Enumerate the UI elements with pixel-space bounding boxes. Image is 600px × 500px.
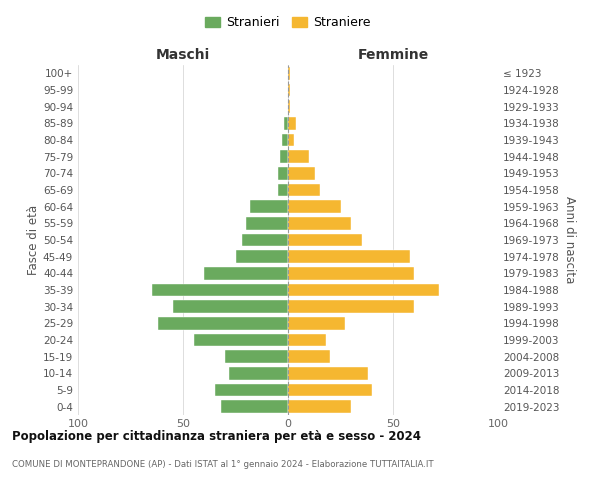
Bar xyxy=(288,117,296,130)
Y-axis label: Fasce di età: Fasce di età xyxy=(27,205,40,275)
Bar xyxy=(151,284,288,296)
Bar xyxy=(221,400,288,413)
Bar xyxy=(288,384,372,396)
Bar xyxy=(288,67,290,80)
Text: COMUNE DI MONTEPRANDONE (AP) - Dati ISTAT al 1° gennaio 2024 - Elaborazione TUTT: COMUNE DI MONTEPRANDONE (AP) - Dati ISTA… xyxy=(12,460,434,469)
Bar xyxy=(284,117,288,130)
Bar xyxy=(288,217,351,230)
Bar xyxy=(277,184,288,196)
Bar xyxy=(288,317,345,330)
Text: Femmine: Femmine xyxy=(358,48,428,62)
Bar xyxy=(288,267,414,280)
Bar xyxy=(235,250,288,263)
Bar xyxy=(215,384,288,396)
Bar xyxy=(280,150,288,163)
Bar xyxy=(204,267,288,280)
Bar xyxy=(288,84,290,96)
Bar xyxy=(288,300,414,313)
Y-axis label: Anni di nascita: Anni di nascita xyxy=(563,196,576,284)
Bar xyxy=(158,317,288,330)
Bar xyxy=(277,167,288,179)
Bar xyxy=(288,167,316,179)
Bar xyxy=(288,200,341,213)
Bar xyxy=(250,200,288,213)
Bar xyxy=(288,184,320,196)
Bar xyxy=(282,134,288,146)
Bar xyxy=(288,350,330,363)
Bar xyxy=(246,217,288,230)
Bar xyxy=(288,400,351,413)
Bar xyxy=(242,234,288,246)
Bar xyxy=(288,134,295,146)
Bar xyxy=(288,334,326,346)
Bar xyxy=(225,350,288,363)
Legend: Stranieri, Straniere: Stranieri, Straniere xyxy=(200,11,376,34)
Bar xyxy=(193,334,288,346)
Bar xyxy=(288,284,439,296)
Bar xyxy=(288,150,309,163)
Bar xyxy=(288,367,368,380)
Bar xyxy=(229,367,288,380)
Bar xyxy=(288,100,290,113)
Text: Maschi: Maschi xyxy=(156,48,210,62)
Bar xyxy=(173,300,288,313)
Bar xyxy=(288,250,410,263)
Bar xyxy=(288,234,361,246)
Text: Popolazione per cittadinanza straniera per età e sesso - 2024: Popolazione per cittadinanza straniera p… xyxy=(12,430,421,443)
